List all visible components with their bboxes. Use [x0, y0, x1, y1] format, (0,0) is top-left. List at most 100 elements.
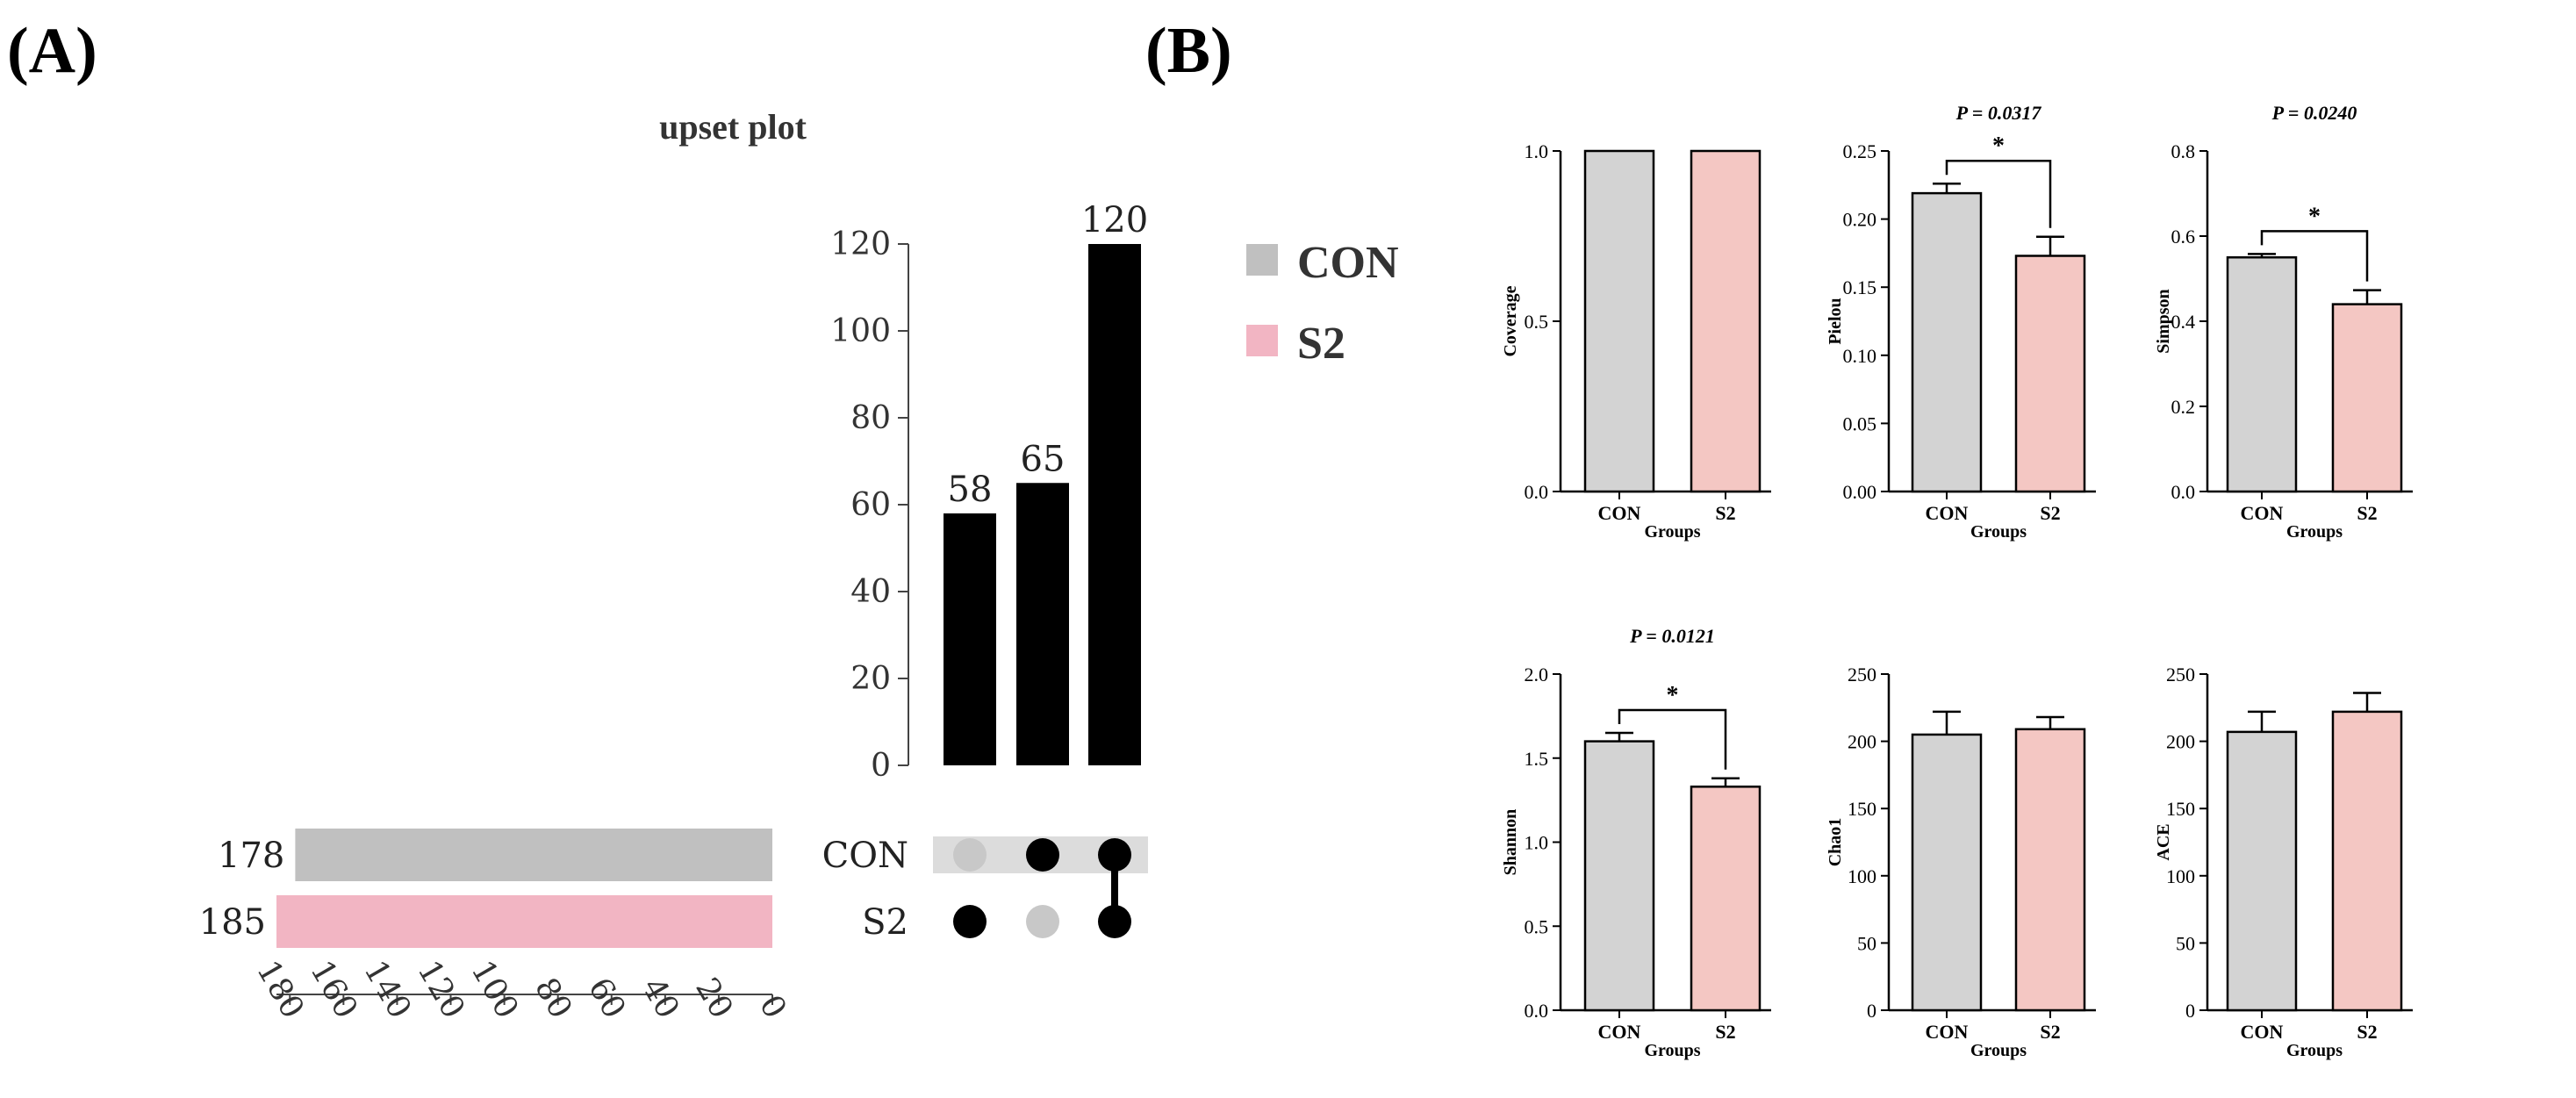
alpha-chart-chao1: 0 50 100 150 200 250 CON S2 Groups Chao1	[1826, 664, 2096, 1060]
y-axis-title: Coverage	[1501, 285, 1520, 356]
x-axis-title: Groups	[1970, 522, 2027, 542]
intersection-y-tick-label: 80	[850, 400, 891, 436]
set-size-tick-label: 160	[303, 954, 364, 1024]
y-tick-label: 0.05	[1843, 413, 1877, 434]
y-tick-label: 0.10	[1843, 345, 1877, 367]
x-axis-title: Groups	[1644, 1041, 1700, 1060]
y-tick-label: 0.6	[2171, 226, 2196, 248]
y-tick-label: 200	[2166, 731, 2195, 753]
set-size-tick-label: 120	[410, 954, 471, 1024]
significance-bracket	[2260, 230, 2369, 282]
bar-s2	[2331, 710, 2403, 1012]
y-tick-label: 0.5	[1525, 915, 1549, 937]
alpha-chart-ace: 0 50 100 150 200 250 CON S2 Groups ACE	[2154, 664, 2413, 1060]
set-size-tick-label: 140	[356, 954, 418, 1024]
y-tick-label: 150	[1848, 798, 1876, 820]
y-axis-title: Chao1	[1826, 818, 1845, 867]
bar-con	[2226, 256, 2298, 493]
x-axis-title: Groups	[2286, 1041, 2343, 1060]
bar-con	[1583, 740, 1655, 1012]
legend-swatch	[1246, 325, 1278, 356]
set-size-tick-label: 60	[581, 972, 632, 1024]
set-size-bar	[295, 829, 772, 881]
alpha-chart-shannon: 0.0 0.5 1.0 1.5 2.0 CON S2 Groups Shannon * P = 0.…	[1501, 625, 1771, 1060]
y-tick-label: 150	[2166, 798, 2195, 820]
set-name-label: S2	[862, 902, 908, 943]
bar-con	[1583, 149, 1655, 493]
intersection-y-tick-label: 20	[850, 661, 891, 697]
set-size-tick-label: 40	[635, 972, 685, 1024]
significance-bracket	[1618, 708, 1727, 770]
intersection-y-tick-label: 0	[871, 748, 891, 784]
bar-s2	[1690, 786, 1762, 1012]
intersection-bar-label: 65	[1021, 439, 1066, 479]
x-category-label: CON	[1926, 502, 1969, 524]
y-tick-label: 0.8	[2171, 140, 2196, 162]
set-size-tick-label: 180	[249, 954, 311, 1024]
set-size-tick-label: 20	[688, 972, 739, 1024]
intersection-y-tick-label: 120	[830, 226, 891, 262]
matrix-dot-active	[1098, 838, 1131, 872]
set-size-label: 178	[218, 836, 284, 876]
y-axis-title: Shannon	[1501, 809, 1520, 876]
x-category-label: CON	[1598, 1021, 1641, 1043]
p-value-label: P = 0.0317	[1955, 102, 2042, 124]
x-category-label: S2	[2357, 502, 2377, 524]
set-size-bar	[276, 895, 772, 948]
bar-s2	[1690, 149, 1762, 493]
y-tick-label: 2.0	[1525, 664, 1549, 685]
y-tick-label: 100	[1848, 865, 1876, 887]
x-category-label: CON	[2241, 1021, 2284, 1043]
y-tick-label: 50	[1857, 932, 1876, 954]
bar-con	[2226, 730, 2298, 1012]
y-tick-label: 50	[2176, 932, 2195, 954]
set-size-tick-label: 100	[463, 954, 525, 1024]
intersection-bar	[1088, 244, 1141, 765]
y-tick-label: 200	[1848, 731, 1876, 753]
matrix-dot-active	[953, 905, 987, 938]
x-category-label: S2	[1715, 502, 1735, 524]
matrix-dot-inactive	[1026, 905, 1059, 938]
y-tick-label: 0.5	[1525, 311, 1549, 333]
intersection-bar-label: 58	[948, 470, 993, 510]
x-axis-title: Groups	[1970, 1041, 2027, 1060]
bar-s2	[2014, 255, 2086, 493]
x-category-label: CON	[1926, 1021, 1969, 1043]
panel-b-label: (B)	[1145, 15, 1232, 87]
y-axis-title: Pielou	[1826, 298, 1845, 344]
significance-star: *	[1667, 682, 1679, 709]
intersection-bar	[1016, 483, 1069, 765]
legend-label: S2	[1297, 319, 1345, 369]
intersection-y-tick-label: 40	[850, 574, 891, 610]
matrix-dot-inactive	[953, 838, 987, 872]
p-value-label: P = 0.0240	[2271, 102, 2357, 124]
y-tick-label: 0.4	[2171, 311, 2196, 333]
y-tick-label: 0.0	[1525, 481, 1549, 503]
intersection-bar-label: 120	[1081, 200, 1148, 240]
x-axis-title: Groups	[1644, 522, 1700, 542]
y-tick-label: 250	[1848, 664, 1876, 685]
x-category-label: S2	[2040, 1021, 2060, 1043]
intersection-bar	[944, 513, 996, 765]
bar-con	[1911, 191, 1983, 493]
alpha-chart-simpson: 0.0 0.2 0.4 0.6 0.8 CON S2 Groups Simpson * P = 0.…	[2154, 102, 2413, 542]
p-value-label: P = 0.0121	[1629, 625, 1715, 647]
x-category-label: CON	[1598, 502, 1641, 524]
panel-a-label: (A)	[7, 15, 97, 87]
x-category-label: CON	[2241, 502, 2284, 524]
y-tick-label: 0	[2185, 1000, 2195, 1022]
y-tick-label: 250	[2166, 664, 2195, 685]
bar-s2	[2331, 303, 2403, 493]
set-size-tick-label: 80	[527, 972, 578, 1024]
y-tick-label: 0.2	[2171, 396, 2196, 418]
upset-plot: upset plot0204060801001205865120CONS2178…	[199, 107, 1399, 1025]
alpha-chart-pielou: 0.00 0.05 0.10 0.15 0.20 0.25 CON S2 Groups Pielo…	[1826, 102, 2096, 542]
y-tick-label: 0.00	[1843, 481, 1877, 503]
significance-bracket	[1945, 159, 2052, 228]
bar-s2	[2014, 728, 2086, 1012]
set-name-label: CON	[822, 836, 908, 876]
x-category-label: S2	[2040, 502, 2060, 524]
bar-con	[1911, 733, 1983, 1012]
